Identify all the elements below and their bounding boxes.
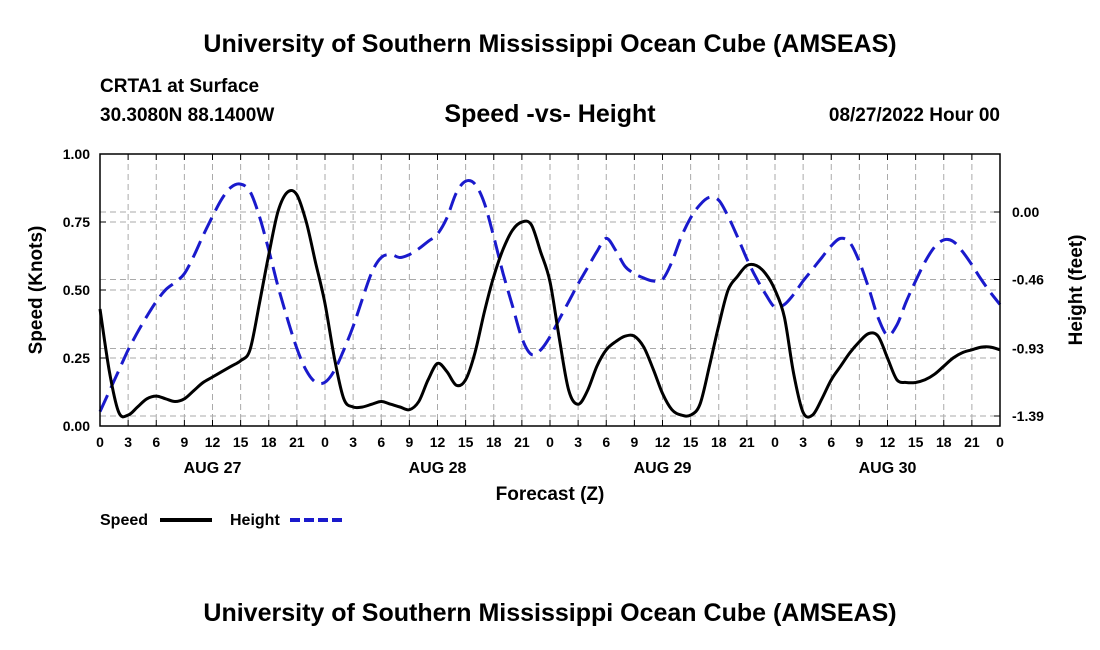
y2-tick-label: -0.46 xyxy=(1012,272,1044,288)
x-tick-label: 21 xyxy=(514,434,530,450)
x-tick-label: 18 xyxy=(711,434,727,450)
x-tick-label: 0 xyxy=(96,434,104,450)
station-coordinates: 30.3080N 88.1400W xyxy=(100,105,275,126)
x-tick-label: 3 xyxy=(799,434,807,450)
x-tick-label: 9 xyxy=(855,434,863,450)
grid xyxy=(100,154,1000,426)
legend-height-label: Height xyxy=(230,512,280,529)
x-tick-label: 12 xyxy=(430,434,446,450)
y-tick-label: 0.50 xyxy=(63,282,90,298)
x-tick-label: 6 xyxy=(602,434,610,450)
day-label: AUG 29 xyxy=(634,460,692,477)
chart-title-text: Speed -vs- Height xyxy=(444,100,656,128)
x-tick-label: 15 xyxy=(683,434,699,450)
x-tick-label: 0 xyxy=(996,434,1004,450)
series-line-speed xyxy=(98,188,1001,419)
x-tick-label: 21 xyxy=(739,434,755,450)
x-tick-label: 18 xyxy=(936,434,952,450)
footer-title: University of Southern Mississippi Ocean… xyxy=(203,599,897,627)
x-tick-label: 9 xyxy=(180,434,188,450)
station-label: CRTA1 at Surface xyxy=(100,76,260,97)
x-tick-label: 3 xyxy=(574,434,582,450)
day-label: AUG 27 xyxy=(184,460,242,477)
x-tick-label: 6 xyxy=(377,434,385,450)
x-tick-label: 15 xyxy=(908,434,924,450)
y2-tick-label: -0.93 xyxy=(1012,340,1044,356)
x-tick-label: 12 xyxy=(655,434,671,450)
y-tick-label: 0.00 xyxy=(63,418,90,434)
day-label: AUG 30 xyxy=(859,460,917,477)
x-tick-label: 0 xyxy=(321,434,329,450)
x-tick-label: 9 xyxy=(405,434,413,450)
ticks-layer: 0 3 6 9 12 15 18 21 0 3 6 9 12 15 18 21 0 3 6 9 12 15 18 21 0 3 6 9… xyxy=(63,146,1044,477)
main-title: University of Southern Mississippi Ocean… xyxy=(203,30,897,58)
legend-speed-label: Speed xyxy=(100,512,148,529)
forecast-datetime: 08/27/2022 Hour 00 xyxy=(828,105,1000,126)
x-tick-label: 3 xyxy=(349,434,357,450)
series-line-height xyxy=(98,178,1002,413)
x-tick-label: 0 xyxy=(771,434,779,450)
day-label: AUG 28 xyxy=(409,460,467,477)
y-axis-label: Speed (Knots) xyxy=(26,226,47,355)
x-tick-label: 21 xyxy=(289,434,305,450)
x-axis-label: Forecast (Z) xyxy=(496,484,605,505)
x-tick-label: 3 xyxy=(124,434,132,450)
y2-tick-label: -1.39 xyxy=(1012,408,1044,424)
x-tick-label: 12 xyxy=(205,434,221,450)
chart-title: Speed -vs- Height xyxy=(0,100,1100,129)
x-tick-label: 18 xyxy=(486,434,502,450)
x-tick-label: 21 xyxy=(964,434,980,450)
x-tick-label: 15 xyxy=(458,434,474,450)
y-tick-label: 0.25 xyxy=(63,350,90,366)
legend: Speed Height xyxy=(100,512,342,529)
y2-tick-label: 0.00 xyxy=(1012,204,1039,220)
x-tick-label: 9 xyxy=(630,434,638,450)
y-tick-label: 0.75 xyxy=(63,214,90,230)
x-tick-label: 18 xyxy=(261,434,277,450)
x-tick-label: 12 xyxy=(880,434,896,450)
y-tick-label: 1.00 xyxy=(63,146,90,162)
y2-axis-label: Height (feet) xyxy=(1066,235,1087,346)
x-tick-label: 6 xyxy=(152,434,160,450)
x-tick-label: 6 xyxy=(827,434,835,450)
x-tick-label: 0 xyxy=(546,434,554,450)
x-tick-label: 15 xyxy=(233,434,249,450)
series-layer xyxy=(98,178,1002,419)
